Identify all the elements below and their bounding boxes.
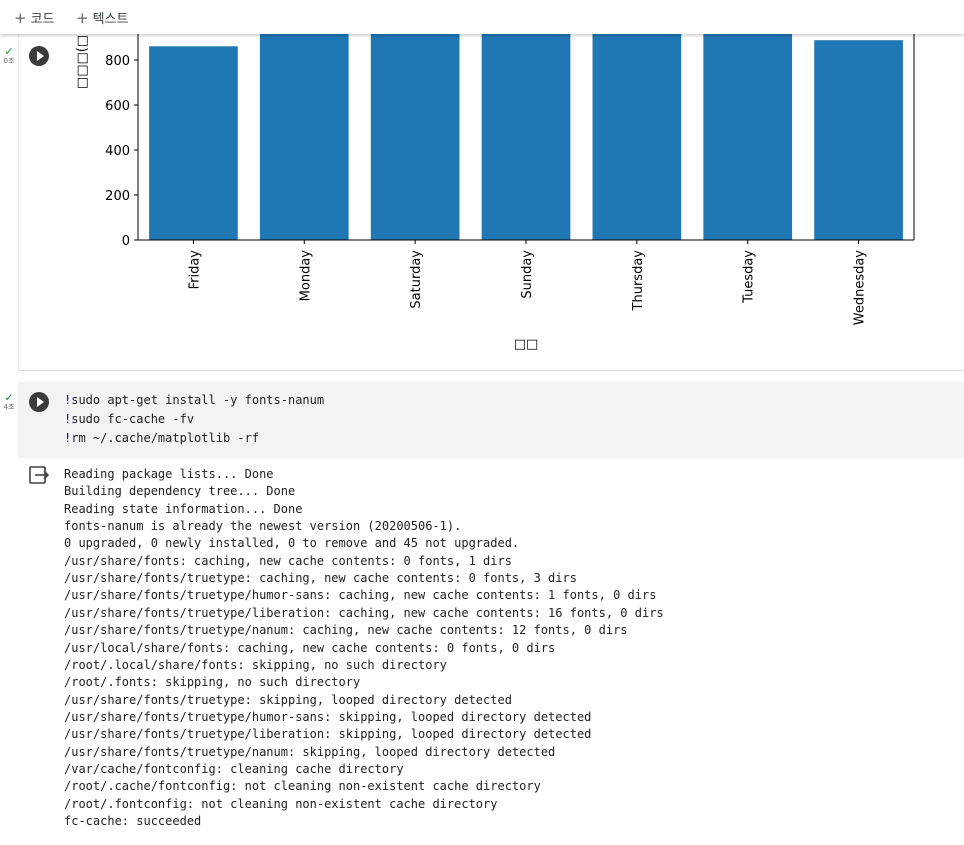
cell2-exec-status: ✓ 4초 [0,392,18,412]
check-icon: ✓ [4,391,14,404]
y-tick-label: 400 [105,144,130,159]
add-text-label: 텍스트 [92,12,129,27]
y-axis-label: □□□(□ [75,35,90,89]
cell1-exec-time: 0초 [3,57,15,65]
add-text-button[interactable]: + 텍스트 [76,8,129,28]
bar [703,34,793,240]
output-line: /usr/share/fonts/truetype: skipping, loo… [64,692,512,707]
bar [370,34,460,240]
code-line[interactable]: !sudo fc-cache -fv [64,412,194,426]
output-line: 0 upgraded, 0 newly installed, 0 to remo… [64,536,520,551]
output-line: /usr/share/fonts/truetype/liberation: sk… [64,727,592,742]
x-tick-label: Friday [187,250,202,290]
bar [592,34,682,240]
output-line: /usr/share/fonts/truetype/nanum: caching… [64,623,628,638]
check-icon: ✓ [4,45,14,58]
bar [259,34,349,240]
code-text: sudo fc-cache -fv [71,412,195,426]
shell-prefix: ! [64,393,72,407]
add-code-label: 코드 [30,12,55,27]
code-line[interactable]: !sudo apt-get install -y fonts-nanum [64,393,324,407]
notebook-toolbar: + 코드 + 텍스트 [0,0,964,34]
output-line: /root/.local/share/fonts: skipping, no s… [64,657,447,672]
output-line: /usr/share/fonts: caching, new cache con… [64,553,512,568]
x-tick-label: Thursday [631,250,646,312]
output-icon[interactable] [29,466,49,484]
output-line: Reading state information... Done [64,501,303,516]
cell1-exec-status: ✓ 0초 [0,46,18,66]
output-line: /usr/share/fonts/truetype/nanum: skippin… [64,744,556,759]
output-line: /usr/local/share/fonts: caching, new cac… [64,640,556,655]
y-tick-label: 0 [122,234,130,249]
output-line: fonts-nanum is already the newest versio… [64,519,462,534]
add-code-button[interactable]: + 코드 [14,8,55,28]
output-line: /usr/share/fonts/truetype/humor-sans: ca… [64,588,657,603]
output-line: Building dependency tree... Done [64,484,296,499]
output-line: /root/.cache/fontconfig: not cleaning no… [64,779,541,794]
plus-icon: + [76,8,89,27]
output-line: fc-cache: succeeded [64,814,202,828]
x-tick-label: Sunday [520,250,535,299]
shell-prefix: ! [64,412,72,426]
run-cell-button[interactable] [29,46,49,66]
code-line[interactable]: !rm ~/.cache/matplotlib -rf [64,431,259,445]
run-cell-button[interactable] [29,392,49,412]
bar-chart: 0 200 400 600 800 Friday Monday Saturday Sunday… [75,34,915,352]
output-line: /usr/share/fonts/truetype: caching, new … [64,571,577,586]
bar [149,46,238,241]
output-line: Reading package lists... Done [64,467,274,481]
output-line: /var/cache/fontconfig: cleaning cache di… [64,761,404,776]
code-text: sudo apt-get install -y fonts-nanum [71,393,325,407]
cell2-exec-time: 4초 [3,403,15,411]
code-text: rm ~/.cache/matplotlib -rf [71,431,260,445]
x-tick-label: Saturday [409,250,424,309]
x-axis-label: □□ [514,337,539,352]
y-tick-label: 200 [105,189,130,204]
x-tick-label: Tuesday [742,250,757,304]
y-tick-label: 800 [105,54,130,69]
output-line: /usr/share/fonts/truetype/humor-sans: sk… [64,709,592,724]
plus-icon: + [14,8,27,27]
output-line: /root/.fontconfig: not cleaning non-exis… [64,796,498,811]
code-cell[interactable] [18,382,964,458]
bar [481,34,571,240]
output-line: /root/.fonts: skipping, no such director… [64,675,361,690]
x-tick-label: Wednesday [853,250,868,326]
shell-prefix: ! [64,431,72,445]
output-line: /usr/share/fonts/truetype/liberation: ca… [64,605,664,620]
bar [814,40,903,241]
y-tick-label: 600 [105,99,130,114]
x-tick-label: Monday [298,250,313,302]
